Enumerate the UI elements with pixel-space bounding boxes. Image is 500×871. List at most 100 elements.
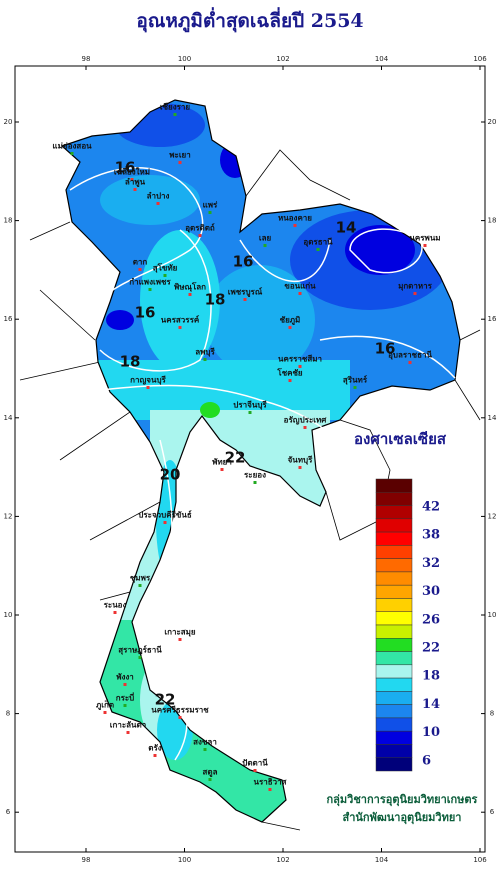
place-label: ตรัง xyxy=(148,744,161,753)
place-label: ลพบุรี xyxy=(195,347,215,358)
lon-tick-label: 98 xyxy=(82,856,91,864)
lon-tick-label: 102 xyxy=(276,856,289,864)
station-marker xyxy=(248,411,252,414)
station-marker xyxy=(316,248,320,251)
station-marker xyxy=(353,386,357,389)
place-label: ภูเก็ต xyxy=(96,699,114,711)
contour-labels: 16 14 16 18 16 18 20 22 22 16 xyxy=(115,159,396,709)
place-label: นครพนม xyxy=(409,234,440,243)
place-label: นราธิวาส xyxy=(253,778,286,787)
lon-tick-label: 104 xyxy=(375,55,389,63)
station-marker xyxy=(123,704,127,707)
lon-tick-label: 100 xyxy=(178,856,191,864)
station-marker xyxy=(220,468,224,471)
lat-tick-label: 16 xyxy=(4,315,13,323)
station-marker xyxy=(208,211,212,214)
legend-swatch xyxy=(375,518,413,533)
legend-swatch xyxy=(375,558,413,573)
lon-tick-label: 104 xyxy=(375,856,389,864)
place-label: เกาะลันตา xyxy=(110,721,146,730)
isotherms xyxy=(69,167,456,761)
place-label: เกาะสมุย xyxy=(164,628,196,638)
station-marker xyxy=(178,638,182,641)
lat-tick-label: 12 xyxy=(4,512,13,520)
legend-label: 6 xyxy=(422,753,431,768)
contour-label: 16 xyxy=(375,340,396,358)
station-marker xyxy=(130,178,134,181)
legend-swatch xyxy=(375,545,413,559)
station-marker xyxy=(208,778,212,781)
legend-swatch xyxy=(375,651,413,666)
legend-swatch xyxy=(375,638,413,652)
lat-tick-label: 14 xyxy=(488,414,497,422)
place-label: กำแพงเพชร xyxy=(129,278,171,287)
station-marker xyxy=(188,293,192,296)
country-outline xyxy=(60,99,461,823)
legend-swatch xyxy=(375,664,413,679)
lon-tick-label: 106 xyxy=(473,856,487,864)
place-label: ระนอง xyxy=(104,601,127,610)
station-marker xyxy=(413,292,417,295)
place-label: นครสวรรค์ xyxy=(161,315,199,325)
contour-label: 22 xyxy=(225,449,246,467)
place-label: อุบลราชธานี xyxy=(388,350,432,361)
lat-tick-label: 6 xyxy=(6,808,11,816)
place-label: พัทยา xyxy=(212,458,232,467)
place-label: พังงา xyxy=(116,673,134,682)
legend-label: 18 xyxy=(422,669,440,684)
contour-label: 14 xyxy=(336,219,357,237)
place-label: โชคชัย xyxy=(276,368,303,378)
station-marker xyxy=(198,234,202,237)
contour-label: 18 xyxy=(120,353,141,371)
station-marker xyxy=(268,788,272,791)
station-marker xyxy=(173,113,177,116)
lat-tick-label: 10 xyxy=(488,611,497,619)
credit-line: สำนักพัฒนาอุตุนิยมวิทยา xyxy=(343,811,462,825)
legend-swatch xyxy=(375,717,413,732)
place-label: สุโขทัย xyxy=(153,263,178,274)
lat-tick-label: 20 xyxy=(4,118,13,126)
place-label: นครราชสีมา xyxy=(278,354,322,364)
lon-tick-label: 98 xyxy=(82,55,91,63)
station-marker xyxy=(303,426,307,429)
legend-swatch xyxy=(375,677,413,692)
legend-swatch xyxy=(375,730,413,745)
legend-swatch xyxy=(375,505,413,520)
place-label: ลำปาง xyxy=(147,192,170,201)
station-marker xyxy=(178,161,182,164)
place-label: ตาก xyxy=(133,258,148,267)
station-marker xyxy=(70,152,74,155)
station-marker xyxy=(298,365,302,368)
station-marker xyxy=(123,683,127,686)
lat-tick-label: 14 xyxy=(4,414,13,422)
station-marker xyxy=(263,244,267,247)
station-marker xyxy=(103,711,107,714)
legend-label: 32 xyxy=(422,556,440,571)
legend-label: 10 xyxy=(422,725,440,740)
lat-tick-label: 10 xyxy=(4,611,13,619)
place-label: ปัตตานี xyxy=(242,758,268,768)
place-label: พิษณุโลก xyxy=(174,282,206,293)
contour-label: 20 xyxy=(160,466,181,484)
legend-label: 42 xyxy=(422,500,440,515)
lat-tick-label: 6 xyxy=(490,808,495,816)
place-label: หนองคาย xyxy=(278,214,312,223)
place-label: เลย xyxy=(259,234,272,243)
station-marker xyxy=(298,292,302,295)
place-label: จันทบุรี xyxy=(288,455,314,466)
contour-label: 22 xyxy=(155,691,176,709)
lat-tick-label: 20 xyxy=(488,118,497,126)
place-label: ปราจีนบุรี xyxy=(233,400,267,411)
station-marker xyxy=(133,188,137,191)
lat-tick-label: 12 xyxy=(488,512,497,520)
station-marker xyxy=(146,386,150,389)
legend-swatch xyxy=(375,757,413,772)
place-label: อุตรดิตถ์ xyxy=(185,223,215,234)
lat-tick-label: 18 xyxy=(4,217,13,225)
place-label: เฉลี่ยงใหม่ xyxy=(114,166,150,177)
contour-label: 16 xyxy=(115,159,136,177)
legend-swatch xyxy=(375,571,413,586)
place-label: ขอนแก่น xyxy=(284,282,316,291)
